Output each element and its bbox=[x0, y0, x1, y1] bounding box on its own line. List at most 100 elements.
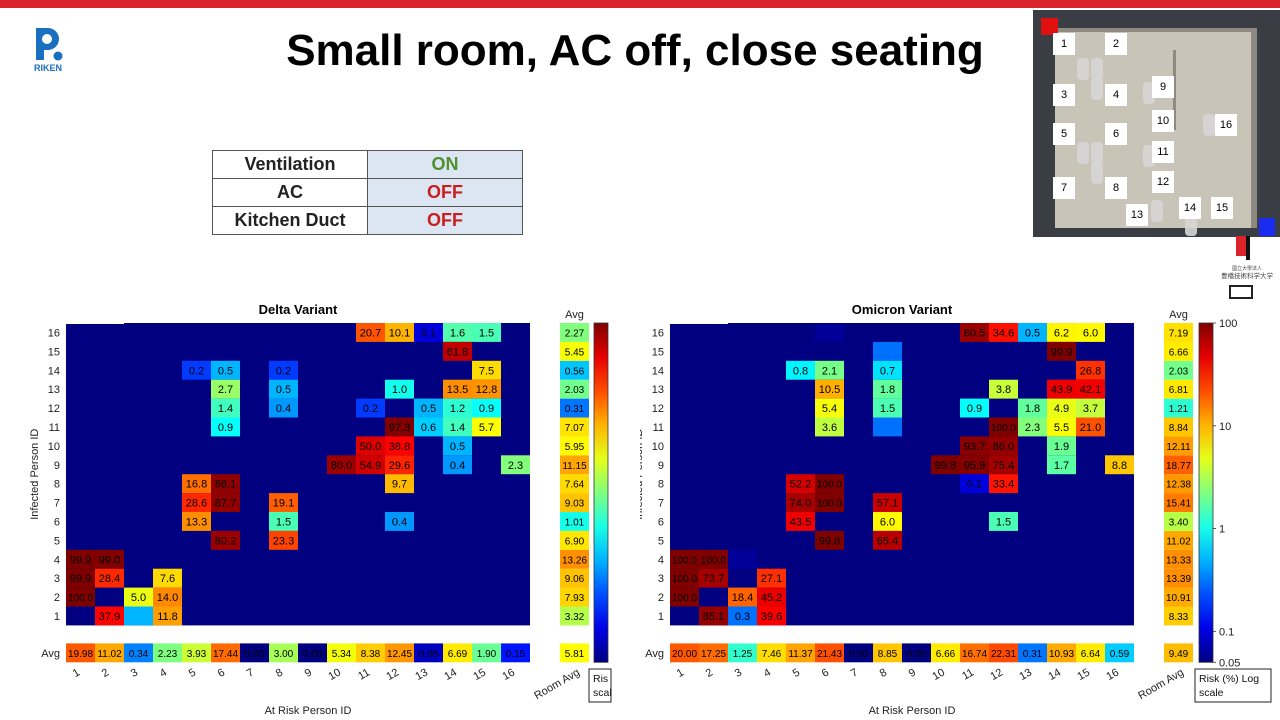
heatmap-cell bbox=[182, 474, 211, 494]
heatmap-cell-label: 75.4 bbox=[993, 460, 1014, 472]
heatmap-cell-label: 73.7 bbox=[703, 573, 724, 585]
heatmap-cell-label: 52.2 bbox=[790, 479, 811, 491]
column-avg-label: 0.00 bbox=[907, 649, 927, 660]
row-avg-cell bbox=[560, 436, 589, 456]
heatmap-cell bbox=[815, 493, 844, 512]
colorbar bbox=[593, 322, 609, 663]
colorbar-tick-label: 10 bbox=[1219, 421, 1231, 433]
y-tick-label: 15 bbox=[48, 346, 60, 358]
heatmap-cell-label: 100.0 bbox=[672, 574, 697, 585]
seat-label: 13 bbox=[1126, 204, 1148, 226]
x-tick-label: 5 bbox=[187, 667, 198, 680]
column-avg-cell bbox=[385, 643, 414, 663]
row-avg-cell bbox=[560, 398, 589, 418]
heatmap-cell bbox=[385, 512, 414, 531]
heatmap-cell bbox=[443, 379, 472, 399]
column-avg-cell bbox=[1047, 643, 1076, 663]
heatmap-cell bbox=[443, 417, 472, 437]
heatmap-cell-label: 86.0 bbox=[993, 441, 1014, 453]
heatmap-cell bbox=[989, 323, 1018, 342]
heatmap-cell-label: 0.8 bbox=[793, 365, 808, 377]
heatmap-cell-label: 1.0 bbox=[392, 384, 407, 396]
heatmap-cell-label: 54.9 bbox=[360, 460, 381, 472]
heatmap-cell-label: 2.3 bbox=[508, 460, 523, 472]
column-avg-label: 6.69 bbox=[448, 649, 468, 660]
heatmap-cell-label: 95.9 bbox=[964, 460, 985, 472]
heatmap-cell-label: 0.2 bbox=[189, 365, 204, 377]
heatmap-cell bbox=[95, 549, 124, 569]
room-avg-tick-label: Room Avg bbox=[532, 667, 582, 703]
heatmap-cell bbox=[873, 493, 902, 512]
column-avg-cell bbox=[269, 643, 298, 663]
column-avg-label: 0.00 bbox=[849, 649, 869, 660]
heatmap-cell-label: 80.0 bbox=[331, 460, 352, 472]
heatmap-cell bbox=[414, 323, 443, 342]
floorplan-wall bbox=[1173, 50, 1176, 130]
heatmap-cell bbox=[815, 379, 844, 399]
y-tick-label: 14 bbox=[652, 365, 664, 377]
row-avg-cell bbox=[1164, 455, 1193, 475]
heatmap-cell bbox=[670, 568, 699, 588]
row-avg-label: 0.56 bbox=[565, 366, 585, 377]
y-tick-label: 9 bbox=[658, 460, 664, 472]
heatmap-cell bbox=[699, 568, 728, 588]
column-avg-label: 2.23 bbox=[158, 649, 178, 660]
heatmap-cell-label: 100.0 bbox=[991, 423, 1016, 434]
heatmap-cell bbox=[66, 568, 95, 588]
row-avg-label: 13.26 bbox=[562, 555, 587, 566]
row-avg-cell bbox=[560, 606, 589, 626]
seat-label: 11 bbox=[1152, 141, 1174, 163]
column-avg-label: 16.74 bbox=[962, 649, 987, 660]
heatmap-cell-label: 87.7 bbox=[215, 498, 236, 510]
row-avg-cell bbox=[1164, 587, 1193, 607]
column-avg-label: 0.34 bbox=[129, 649, 149, 660]
heatmap-cell-label: 0.6 bbox=[421, 422, 436, 434]
heatmap-cell bbox=[873, 379, 902, 399]
x-tick-label: 6 bbox=[820, 667, 831, 680]
y-tick-label: 2 bbox=[54, 592, 60, 604]
row-avg-cell bbox=[560, 493, 589, 512]
heatmap-cell bbox=[269, 398, 298, 418]
row-avg-label: 13.39 bbox=[1166, 574, 1191, 585]
column-avg-cell bbox=[298, 643, 327, 663]
heatmap-cell-label: 0.1 bbox=[967, 479, 982, 491]
heatmap-cell bbox=[960, 398, 989, 418]
y-tick-label: 6 bbox=[54, 516, 60, 528]
slide-title: Small room, AC off, close seating bbox=[286, 26, 984, 75]
heatmap-cell-label: 3.8 bbox=[996, 384, 1011, 396]
heatmap-cell-label: 0.9 bbox=[218, 422, 233, 434]
column-avg-cell bbox=[1076, 643, 1105, 663]
heatmap-cell-label: 0.2 bbox=[363, 403, 378, 415]
row-avg-label: 2.27 bbox=[565, 328, 585, 339]
seat-label: 15 bbox=[1211, 197, 1233, 219]
heatmap-cell-label: 6.0 bbox=[1083, 327, 1098, 339]
heatmap-cell-label: 0.4 bbox=[392, 516, 407, 528]
heatmap-cell bbox=[385, 417, 414, 437]
heatmap-cell bbox=[472, 417, 501, 437]
heatmap-cell-label: 5.0 bbox=[131, 592, 146, 604]
column-avg-cell bbox=[66, 643, 95, 663]
heatmap-cell bbox=[1018, 323, 1047, 342]
heatmap-cell bbox=[182, 360, 211, 380]
column-avg-label: 0.31 bbox=[1023, 649, 1043, 660]
column-avg-label: 12.45 bbox=[387, 649, 412, 660]
column-avg-cell bbox=[699, 643, 728, 663]
seat-label: 14 bbox=[1179, 197, 1201, 219]
seat-label: 6 bbox=[1105, 123, 1127, 145]
y-tick-label: 10 bbox=[652, 441, 664, 453]
y-tick-label: 8 bbox=[54, 479, 60, 491]
heatmap-cell bbox=[728, 606, 757, 626]
heatmap-cell bbox=[385, 323, 414, 342]
column-avg-cell bbox=[240, 643, 269, 663]
column-avg-cell bbox=[95, 643, 124, 663]
row-avg-cell bbox=[560, 530, 589, 550]
heatmap-cell bbox=[211, 530, 240, 550]
heatmap-cell bbox=[873, 360, 902, 380]
heatmap-cell-label: 1.8 bbox=[880, 384, 895, 396]
colorbar-caption: Ris bbox=[593, 673, 608, 685]
heatmap-cell-label: 1.5 bbox=[880, 403, 895, 415]
heatmap-cell bbox=[443, 323, 472, 342]
heatmap-cell bbox=[385, 379, 414, 399]
column-avg-label: 17.44 bbox=[213, 649, 238, 660]
university-logo: 國立大學法人 豊橋技術科学大学 bbox=[1221, 236, 1274, 280]
